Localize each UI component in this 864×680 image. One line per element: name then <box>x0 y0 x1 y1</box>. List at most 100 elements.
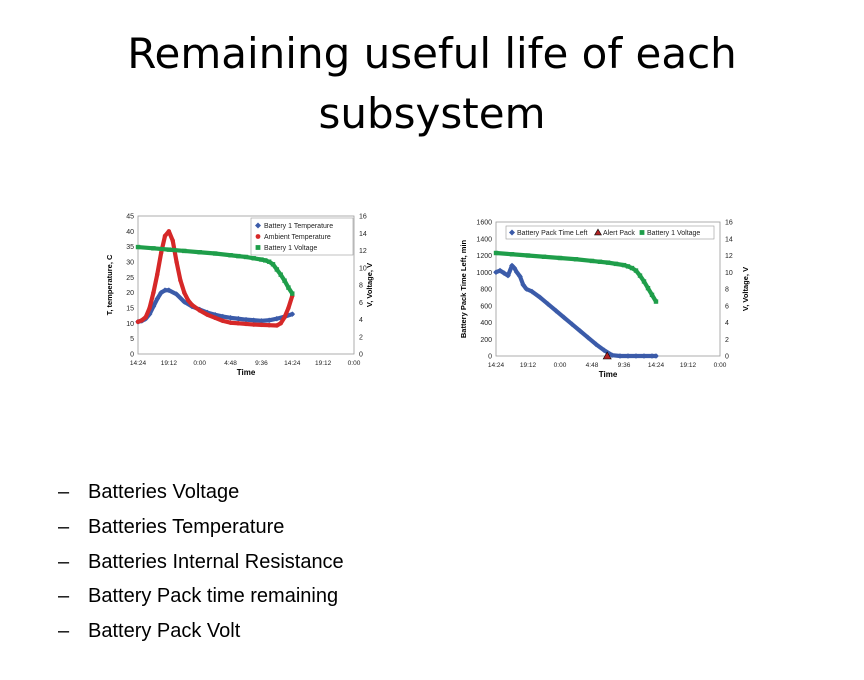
y-tick-label: 1600 <box>476 220 492 227</box>
battery-temperature-voltage-chart: 0 5 10 15 20 25 30 35 40 45 0 2 4 6 8 10 12 14 16 14:24 19:1… <box>105 214 374 378</box>
y-tick-label: 1400 <box>476 236 492 243</box>
bullet-text: Batteries Voltage <box>88 481 240 503</box>
data-point <box>653 299 659 304</box>
data-point <box>649 292 655 298</box>
data-point <box>597 259 603 264</box>
data-point <box>258 318 265 324</box>
bullet-dash: – <box>58 550 70 573</box>
data-point <box>266 322 272 328</box>
y-tick-label: 5 <box>130 336 134 343</box>
y2-tick-label: 6 <box>725 303 729 310</box>
data-point <box>514 269 520 276</box>
y2-tick-label: 14 <box>725 236 733 243</box>
legend-label: Battery 1 Temperature <box>264 223 333 230</box>
x-tick-label: 14:24 <box>284 360 301 367</box>
data-point <box>259 322 264 328</box>
legend: Battery 1 Temperature Ambient Temperature… <box>250 217 354 256</box>
data-point <box>274 315 280 322</box>
data-point <box>541 254 547 259</box>
data-point <box>135 244 141 250</box>
legend-label: Ambient Temperature <box>264 234 331 241</box>
battery-pack-time-left-chart: 0 200 400 600 800 1000 1200 1400 1600 0 2 4 6 8 10 12 14… <box>459 220 750 380</box>
data-point <box>602 351 612 360</box>
y-tick-label: 0 <box>130 352 134 359</box>
bullet-dash: – <box>58 515 70 538</box>
x-tick-label: 14:24 <box>648 362 665 369</box>
data-point <box>263 258 268 263</box>
data-point <box>236 321 241 326</box>
data-point <box>573 257 579 262</box>
y-tick-label: 15 <box>126 306 134 313</box>
data-point <box>557 255 563 261</box>
y-tick-label: 45 <box>126 214 134 221</box>
data-point <box>243 321 249 327</box>
legend-marker <box>255 222 261 229</box>
bullet-dash: – <box>58 481 70 503</box>
data-point <box>621 262 627 268</box>
series-alert-pack <box>602 351 612 360</box>
data-point <box>235 315 242 322</box>
y-axis-title: T, temperature, C <box>105 254 114 315</box>
y-tick-label: 20 <box>126 290 134 297</box>
data-point <box>501 270 507 276</box>
legend-label: Alert Pack <box>603 230 635 237</box>
y2-tick-label: 16 <box>725 220 733 227</box>
y-tick-label: 30 <box>126 260 134 267</box>
x-tick-label: 0:00 <box>714 362 727 369</box>
legend: Battery Pack Time Left Alert Pack Battery … <box>505 225 715 240</box>
data-point <box>212 251 218 256</box>
y-tick-label: 200 <box>480 337 492 344</box>
y2-tick-label: 10 <box>725 270 733 277</box>
y2-tick-label: 4 <box>725 320 729 327</box>
y2-tick-label: 16 <box>359 214 367 221</box>
x-axis-title: Time <box>599 370 618 379</box>
y2-tick-label: 8 <box>359 283 363 290</box>
data-point <box>228 253 233 258</box>
bullet-text: Battery Pack Volt <box>88 620 241 643</box>
data-point <box>605 260 611 265</box>
y-tick-label: 600 <box>480 303 492 310</box>
data-point <box>220 318 226 324</box>
data-point <box>493 250 499 256</box>
data-point <box>143 315 148 320</box>
data-point <box>182 290 187 295</box>
y2-axis-title: V, Voltage, V <box>365 263 374 307</box>
x-tick-label: 0:00 <box>554 362 567 369</box>
y2-tick-label: 12 <box>359 248 367 255</box>
plot-area <box>495 221 721 357</box>
y-tick-label: 800 <box>480 287 492 294</box>
data-point <box>162 287 168 294</box>
y-tick-label: 10 <box>126 321 134 328</box>
series-battery-pack-time-left <box>493 262 659 359</box>
y-tick-label: 1000 <box>476 270 492 277</box>
data-point <box>523 286 530 292</box>
data-point <box>286 285 291 290</box>
data-point <box>178 278 183 283</box>
x-tick-label: 19:12 <box>680 362 697 369</box>
x-tick-label: 4:48 <box>586 362 599 369</box>
bullet-item: – Batteries Voltage <box>58 478 344 513</box>
y-tick-label: 0 <box>488 354 492 361</box>
y-tick-label: 40 <box>126 229 134 236</box>
x-axis-title: Time <box>237 368 256 377</box>
data-point <box>286 305 291 311</box>
bullet-text: Battery Pack time remaining <box>88 585 339 608</box>
data-point <box>155 272 160 277</box>
y2-axis-title: V, Voltage, V <box>741 267 750 311</box>
series-ambient-temperature <box>135 229 295 328</box>
data-point <box>250 317 257 324</box>
data-point <box>170 238 175 243</box>
data-point <box>185 298 191 303</box>
data-point <box>236 253 241 259</box>
data-point <box>197 308 202 313</box>
data-point <box>174 259 179 265</box>
bullet-item: – Batteries Temperature <box>58 513 344 548</box>
data-point <box>139 318 145 323</box>
y2-tick-label: 2 <box>359 334 363 341</box>
data-point <box>282 278 287 283</box>
data-point <box>158 250 164 255</box>
data-point <box>629 265 635 271</box>
y2-tick-label: 14 <box>359 231 367 238</box>
bullet-list: – Batteries Voltage – Batteries Temperatur… <box>58 478 344 652</box>
data-point <box>525 253 531 258</box>
